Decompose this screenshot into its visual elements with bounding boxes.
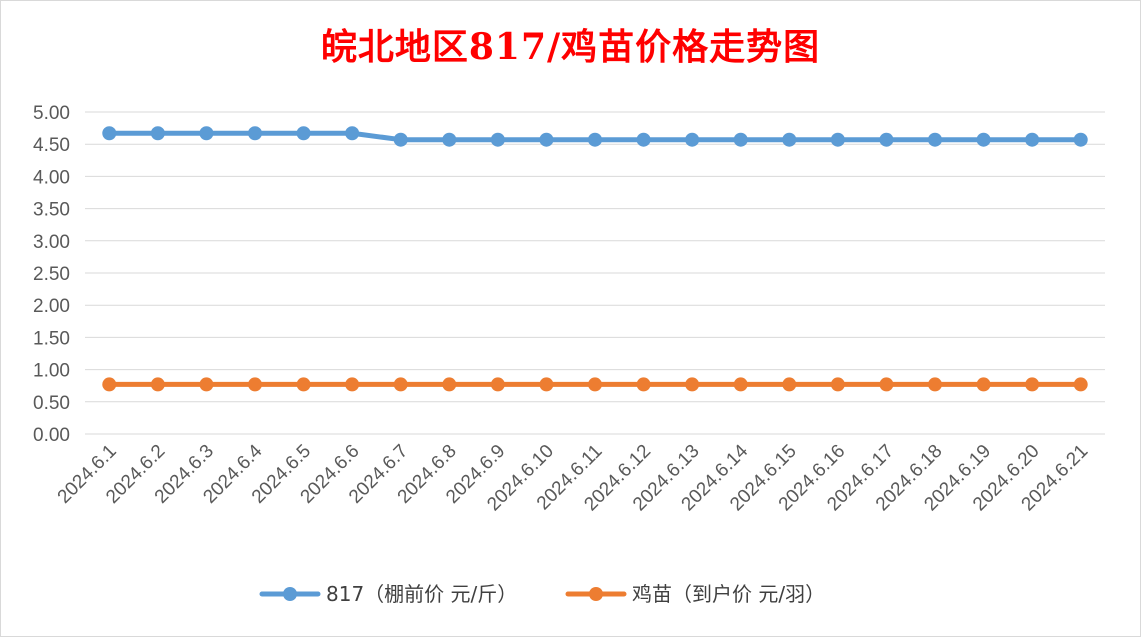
data-point: [296, 377, 311, 392]
y-tick-label: 4.00: [33, 167, 70, 188]
legend-item: 鸡苗（到户价 元/羽）: [565, 582, 825, 606]
data-point: [490, 132, 505, 147]
data-point: [490, 377, 505, 392]
series-lines: [102, 126, 1088, 392]
data-point: [928, 132, 942, 147]
data-point: [1073, 132, 1088, 147]
data-point: [1073, 377, 1088, 392]
data-point: [199, 377, 214, 392]
legend-marker: [589, 587, 603, 601]
x-axis-ticks: 2024.6.12024.6.22024.6.32024.6.42024.6.5…: [54, 440, 1093, 515]
legend: 817（棚前价 元/斤） 鸡苗（到户价 元/羽）: [259, 582, 825, 606]
data-point: [782, 377, 797, 392]
legend-marker: [283, 587, 297, 601]
data-point: [345, 126, 360, 141]
data-point: [442, 377, 457, 392]
data-point: [976, 377, 991, 392]
data-point: [782, 132, 797, 147]
data-point: [685, 377, 700, 392]
data-point: [102, 377, 117, 392]
data-point: [636, 132, 651, 147]
series-1: [102, 126, 1088, 147]
y-tick-label: 5.00: [33, 103, 70, 124]
data-point: [685, 132, 700, 147]
y-tick-label: 3.50: [33, 200, 70, 221]
data-point: [830, 132, 845, 147]
data-point: [879, 377, 894, 392]
legend-label: 817（棚前价 元/斤）: [326, 582, 517, 606]
chart-title: 皖北地区817/鸡苗价格走势图: [320, 26, 821, 68]
data-point: [199, 126, 214, 141]
data-point: [393, 377, 408, 392]
data-point: [150, 126, 165, 141]
y-tick-label: 2.50: [33, 264, 70, 285]
data-point: [345, 377, 360, 392]
data-point: [879, 132, 894, 147]
data-point: [150, 377, 165, 392]
data-point: [928, 377, 942, 392]
data-point: [588, 132, 602, 147]
data-point: [539, 132, 554, 147]
data-point: [976, 132, 991, 147]
data-point: [636, 377, 651, 392]
data-point: [588, 377, 602, 392]
data-point: [248, 126, 262, 141]
y-tick-label: 1.00: [33, 361, 70, 382]
y-tick-label: 1.50: [33, 328, 70, 349]
legend-label: 鸡苗（到户价 元/羽）: [632, 582, 825, 606]
data-point: [248, 377, 262, 392]
data-point: [393, 132, 408, 147]
series-2: [102, 377, 1088, 392]
data-point: [1025, 132, 1040, 147]
gridlines: [85, 111, 1105, 435]
y-axis-ticks: 0.00 0.50 1.00 1.50 2.00 2.50 3.00 3.50 4.00 4.50…: [33, 103, 70, 446]
data-point: [102, 126, 117, 141]
y-tick-label: 3.00: [33, 232, 70, 253]
data-point: [539, 377, 554, 392]
y-tick-label: 2.00: [33, 296, 70, 317]
y-tick-label: 0.00: [33, 425, 70, 446]
data-point: [733, 132, 748, 147]
data-point: [442, 132, 457, 147]
legend-item: 817（棚前价 元/斤）: [259, 582, 517, 606]
y-tick-label: 4.50: [33, 135, 70, 156]
data-point: [1025, 377, 1040, 392]
data-point: [733, 377, 748, 392]
data-point: [296, 126, 311, 141]
y-tick-label: 0.50: [33, 393, 70, 414]
data-point: [830, 377, 845, 392]
